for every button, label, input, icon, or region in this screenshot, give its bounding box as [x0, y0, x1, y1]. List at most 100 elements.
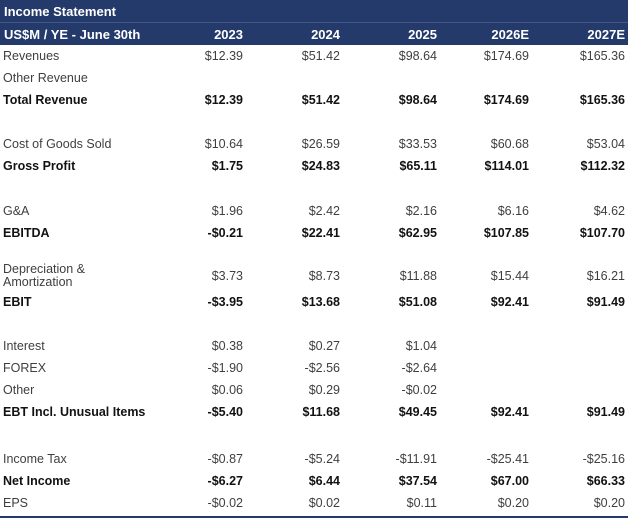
- cell-value-2024: $2.42: [308, 204, 340, 218]
- cell-value-2024: -$5.24: [304, 452, 340, 466]
- cell-value-2025: $49.45: [398, 405, 437, 419]
- table-header: Income Statement US$M / YE - June 30th 2…: [0, 0, 628, 45]
- table-row: EBT Incl. Unusual Items -$5.40 $11.68 $4…: [0, 401, 628, 423]
- cell-value-2026e: $174.69: [483, 49, 529, 63]
- column-header-2026e: 2026E: [491, 26, 529, 42]
- column-header-2027e: 2027E: [587, 26, 625, 42]
- row-label: EBIT: [3, 295, 32, 309]
- cell-value-2025: $11.88: [399, 269, 437, 283]
- table-row: G&A $1.96 $2.42 $2.16 $6.16 $4.62: [0, 200, 628, 222]
- cell-value-2027e: -$25.16: [582, 452, 625, 466]
- cell-value-2026e: $114.01: [484, 159, 530, 173]
- cell-value-2025: $65.11: [399, 159, 437, 173]
- cell-value-2023: $0.06: [211, 383, 243, 397]
- cell-value-2025: $37.54: [398, 474, 437, 488]
- cell-value-2026e: $6.16: [497, 204, 529, 218]
- cell-value-2023: $10.64: [204, 137, 243, 151]
- spacer-row: [0, 177, 628, 200]
- cell-value-2025: -$11.91: [395, 452, 437, 466]
- cell-value-2024: $51.42: [301, 93, 340, 107]
- table-row: FOREX -$1.90 -$2.56 -$2.64: [0, 357, 628, 379]
- cell-value-2024: $24.83: [301, 159, 340, 173]
- cell-value-2026e: $174.69: [483, 93, 529, 107]
- cell-value-2027e: $16.21: [586, 269, 625, 283]
- spacer-row: [0, 313, 628, 335]
- cell-value-2026e: $60.68: [490, 137, 529, 151]
- cell-value-2026e: $0.20: [497, 496, 529, 510]
- cell-value-2024: $26.59: [301, 137, 340, 151]
- cell-value-2023: -$0.02: [207, 496, 243, 510]
- cell-value-2025: -$2.64: [401, 361, 437, 375]
- cell-value-2027e: $53.04: [586, 137, 625, 151]
- row-label: Other: [3, 383, 35, 397]
- row-label: EPS: [3, 496, 29, 510]
- cell-value-2025: $51.08: [398, 295, 437, 309]
- cell-value-2024: -$2.56: [304, 361, 340, 375]
- cell-value-2025: $1.04: [405, 339, 437, 353]
- cell-value-2026e: $67.00: [490, 474, 529, 488]
- table-row: EPS -$0.02 $0.02 $0.11 $0.20 $0.20: [0, 492, 628, 514]
- cell-value-2023: $12.39: [204, 49, 243, 63]
- table-row: Other $0.06 $0.29 -$0.02: [0, 379, 628, 401]
- cell-value-2023: -$3.95: [207, 295, 243, 309]
- row-label: EBT Incl. Unusual Items: [3, 405, 146, 419]
- cell-value-2024: $0.29: [308, 383, 340, 397]
- cell-value-2027e: $107.70: [579, 226, 625, 240]
- cell-value-2026e: $107.85: [483, 226, 529, 240]
- table-subtitle: US$M / YE - June 30th: [4, 26, 141, 42]
- cell-value-2025: $0.11: [406, 496, 437, 510]
- table-row: Net Income -$6.27 $6.44 $37.54 $67.00 $6…: [0, 470, 628, 492]
- cell-value-2024: $51.42: [301, 49, 340, 63]
- table-row: Income Tax -$0.87 -$5.24 -$11.91 -$25.41…: [0, 448, 628, 470]
- cell-value-2023: $3.73: [211, 269, 243, 283]
- row-label: Net Income: [3, 474, 71, 488]
- cell-value-2027e: $4.62: [593, 204, 625, 218]
- row-label: EBITDA: [3, 226, 50, 240]
- page-title: Income Statement: [4, 3, 116, 19]
- cell-value-2024: $0.02: [308, 496, 340, 510]
- cell-value-2027e: $91.49: [586, 295, 625, 309]
- cell-value-2023: -$0.87: [207, 452, 243, 466]
- cell-value-2027e: $66.33: [586, 474, 625, 488]
- cell-value-2026e: $15.44: [490, 269, 529, 283]
- cell-value-2025: $98.64: [398, 49, 437, 63]
- table-row: Other Revenue: [0, 67, 628, 89]
- cell-value-2024: $6.44: [308, 474, 340, 488]
- cell-value-2023: -$5.40: [207, 405, 243, 419]
- cell-value-2026e: $92.41: [490, 405, 529, 419]
- cell-value-2026e: -$25.41: [486, 452, 529, 466]
- row-label: G&A: [3, 204, 30, 218]
- table-row: Interest $0.38 $0.27 $1.04: [0, 335, 628, 357]
- cell-value-2027e: $165.36: [579, 49, 625, 63]
- cell-value-2024: $13.68: [301, 295, 340, 309]
- table-row: EBITDA -$0.21 $22.41 $62.95 $107.85 $107…: [0, 222, 628, 244]
- row-label: Income Tax: [3, 452, 67, 466]
- cell-value-2026e: $92.41: [490, 295, 529, 309]
- cell-value-2027e: $165.36: [579, 93, 625, 107]
- cell-value-2024: $11.68: [302, 405, 340, 419]
- row-label: Revenues: [3, 49, 60, 63]
- row-label: Depreciation & Amortization: [3, 262, 85, 289]
- cell-value-2025: -$0.02: [401, 383, 437, 397]
- table-row: Cost of Goods Sold $10.64 $26.59 $33.53 …: [0, 133, 628, 155]
- table-title-row: Income Statement: [0, 0, 628, 23]
- table-row: Gross Profit $1.75 $24.83 $65.11 $114.01…: [0, 155, 628, 177]
- spacer-row: [0, 423, 628, 448]
- cell-value-2023: $1.75: [211, 159, 243, 173]
- cell-value-2025: $33.53: [398, 137, 437, 151]
- table-row: Revenues $12.39 $51.42 $98.64 $174.69 $1…: [0, 45, 628, 67]
- column-header-2023: 2023: [214, 26, 243, 42]
- table-row: EBIT -$3.95 $13.68 $51.08 $92.41 $91.49: [0, 291, 628, 313]
- table-row: Depreciation & Amortization $3.73 $8.73 …: [0, 261, 628, 291]
- cell-value-2023: -$0.21: [207, 226, 243, 240]
- cell-value-2023: -$6.27: [207, 474, 243, 488]
- spacer-row: [0, 244, 628, 261]
- cell-value-2027e: $0.20: [593, 496, 625, 510]
- cell-value-2023: $12.39: [204, 93, 243, 107]
- spacer-row: [0, 111, 628, 133]
- table-row: Total Revenue $12.39 $51.42 $98.64 $174.…: [0, 89, 628, 111]
- cell-value-2024: $22.41: [301, 226, 340, 240]
- cell-value-2023: -$1.90: [207, 361, 243, 375]
- row-label: FOREX: [3, 361, 47, 375]
